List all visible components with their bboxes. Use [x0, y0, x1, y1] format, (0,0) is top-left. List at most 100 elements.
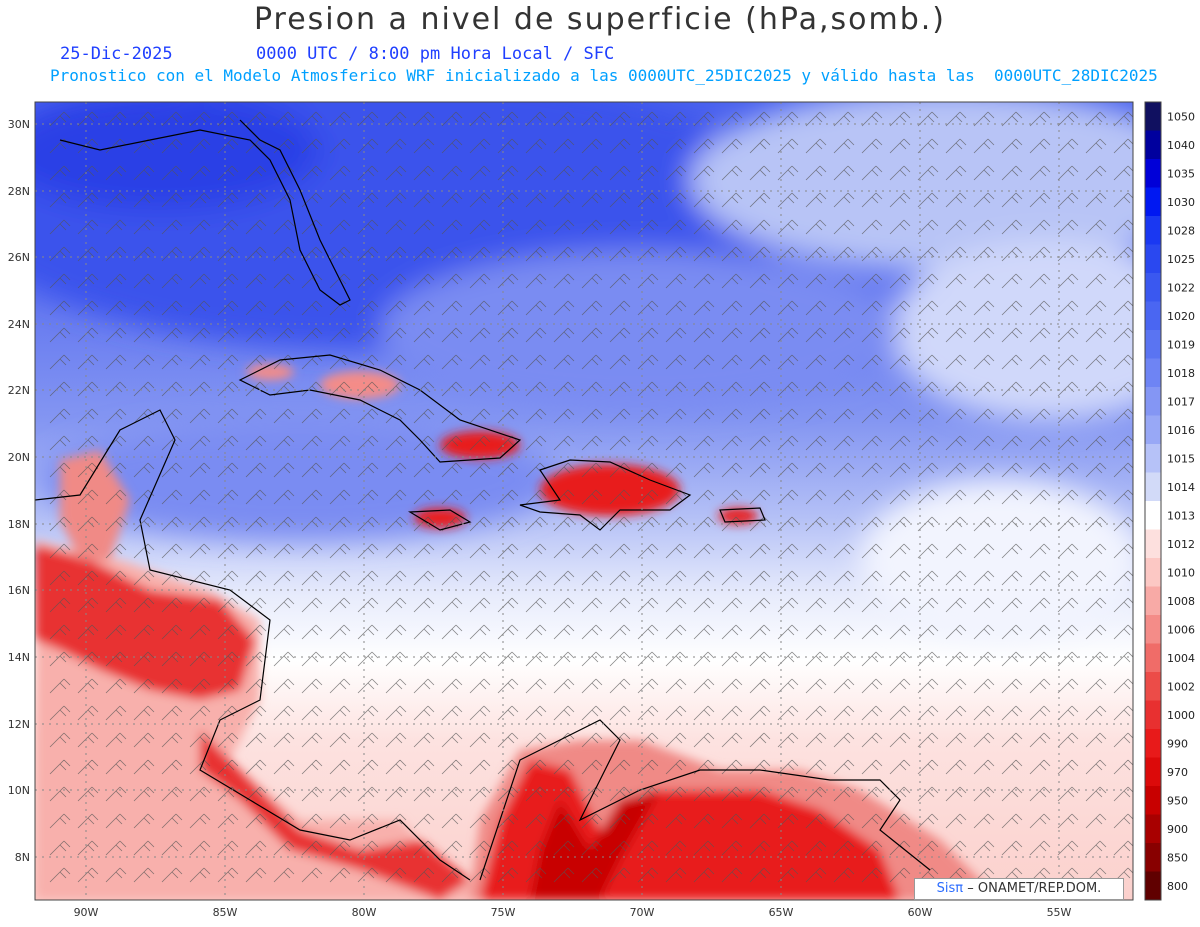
wind-barb	[329, 381, 351, 397]
wind-barb	[721, 597, 743, 613]
wind-barb	[385, 111, 407, 127]
wind-barb	[161, 462, 183, 478]
wind-barb	[1113, 813, 1133, 829]
wind-barb	[1001, 624, 1023, 640]
wind-barb	[553, 381, 575, 397]
wind-barb	[189, 759, 211, 775]
wind-barb	[861, 678, 883, 694]
wind-barb	[945, 354, 967, 370]
wind-barb	[833, 840, 855, 856]
wind-barb	[637, 354, 659, 370]
wind-barb	[1001, 462, 1023, 478]
wind-barb	[525, 840, 547, 856]
wind-barb	[833, 651, 855, 667]
wind-barb	[1085, 273, 1107, 289]
wind-barb	[1029, 327, 1051, 343]
wind-barb	[1085, 705, 1107, 721]
wind-barb	[721, 408, 743, 424]
wind-barb	[721, 543, 743, 559]
wind-barb	[749, 327, 771, 343]
wind-barb	[189, 597, 211, 613]
lon-label: 65W	[769, 906, 794, 919]
wind-barb	[77, 246, 99, 262]
wind-barb	[581, 867, 603, 883]
wind-barb	[1029, 732, 1051, 748]
wind-barb	[861, 192, 883, 208]
wind-barb	[273, 300, 295, 316]
wind-barb	[413, 678, 435, 694]
colorbar-label: 950	[1167, 794, 1188, 807]
wind-barb	[105, 489, 127, 505]
wind-barb	[917, 570, 939, 586]
wind-barb	[749, 840, 771, 856]
wind-barb	[189, 138, 211, 154]
wind-barb	[609, 381, 631, 397]
wind-barb	[161, 651, 183, 667]
wind-barb	[693, 543, 715, 559]
wind-barb	[973, 327, 995, 343]
colorbar-swatch	[1145, 786, 1161, 815]
wind-barb	[1085, 597, 1107, 613]
wind-barb	[945, 408, 967, 424]
wind-barb	[105, 732, 127, 748]
wind-barb	[469, 489, 491, 505]
wind-barb	[217, 867, 239, 883]
wind-barb	[805, 705, 827, 721]
wind-barb	[973, 705, 995, 721]
wind-barb	[245, 273, 267, 289]
wind-barb	[805, 138, 827, 154]
wind-barb	[749, 111, 771, 127]
wind-barb	[469, 732, 491, 748]
wind-barb	[861, 543, 883, 559]
wind-barb	[357, 570, 379, 586]
wind-barb	[49, 786, 71, 802]
wind-barb	[665, 543, 687, 559]
wind-barb	[973, 678, 995, 694]
wind-barb	[693, 219, 715, 235]
colorbar-swatch	[1145, 814, 1161, 844]
wind-barb	[77, 867, 99, 883]
wind-barb	[1113, 273, 1133, 289]
wind-barb	[273, 435, 295, 451]
wind-barb	[637, 165, 659, 181]
colorbar-swatch	[1145, 216, 1161, 245]
wind-barb	[609, 408, 631, 424]
wind-barb	[581, 489, 603, 505]
wind-barb	[749, 570, 771, 586]
wind-barb	[693, 273, 715, 289]
wind-barb	[245, 705, 267, 721]
wind-barb	[105, 624, 127, 640]
wind-barb	[189, 732, 211, 748]
wind-barb	[945, 246, 967, 262]
wind-barb	[105, 678, 127, 694]
wind-barb	[161, 786, 183, 802]
wind-barb	[665, 651, 687, 667]
wind-barb	[553, 219, 575, 235]
wind-barb	[189, 192, 211, 208]
wind-barb	[497, 624, 519, 640]
wind-barb	[385, 219, 407, 235]
wind-barb	[385, 543, 407, 559]
wind-barb	[917, 246, 939, 262]
wind-barb	[441, 462, 463, 478]
wind-barb	[161, 273, 183, 289]
wind-barb	[301, 705, 323, 721]
wind-barb	[777, 354, 799, 370]
wind-barb	[637, 192, 659, 208]
wind-barb	[581, 786, 603, 802]
wind-barb	[1113, 624, 1133, 640]
wind-barb	[665, 408, 687, 424]
wind-barb	[385, 462, 407, 478]
wind-barb	[833, 327, 855, 343]
wind-barb	[161, 867, 183, 883]
colorbar-swatch	[1145, 843, 1161, 872]
wind-barb	[805, 462, 827, 478]
wind-barb	[637, 651, 659, 667]
colorbar-swatch	[1145, 330, 1161, 359]
wind-barb	[301, 408, 323, 424]
wind-barb	[357, 138, 379, 154]
wind-barb	[77, 219, 99, 235]
wind-barb	[553, 840, 575, 856]
wind-barb	[889, 786, 911, 802]
map-frame	[34, 101, 1134, 901]
